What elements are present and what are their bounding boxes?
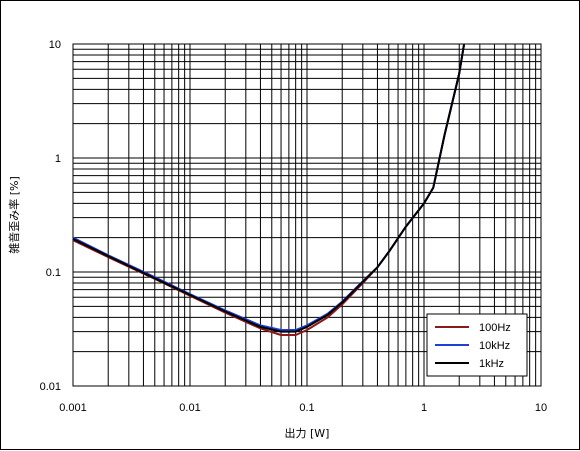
y-tick-label: 1 <box>55 153 61 165</box>
series-lines <box>72 43 466 336</box>
x-tick-label: 0.001 <box>59 402 87 414</box>
y-axis-label: 雑音歪み率 [%] <box>7 176 21 254</box>
legend-label: 100Hz <box>479 322 511 334</box>
x-tick-labels: 0.001 0.01 0.1 1 10 <box>59 402 547 414</box>
plot-area <box>72 43 542 387</box>
x-tick-label: 0.01 <box>179 402 200 414</box>
y-tick-label: 0.1 <box>46 267 61 279</box>
legend-label: 1kHz <box>479 358 504 370</box>
legend-label: 10kHz <box>479 340 510 352</box>
x-tick-label: 0.1 <box>299 402 314 414</box>
series-line-1khz <box>72 43 466 333</box>
y-tick-label: 10 <box>49 39 61 51</box>
y-tick-label: 0.01 <box>40 381 61 393</box>
legend: 100Hz 10kHz 1kHz <box>426 313 528 377</box>
x-tick-label: 1 <box>421 402 427 414</box>
y-tick-labels: 0.01 0.1 1 10 <box>40 39 61 393</box>
x-tick-label: 10 <box>535 402 547 414</box>
x-axis-label: 出力 [W] <box>285 426 330 440</box>
